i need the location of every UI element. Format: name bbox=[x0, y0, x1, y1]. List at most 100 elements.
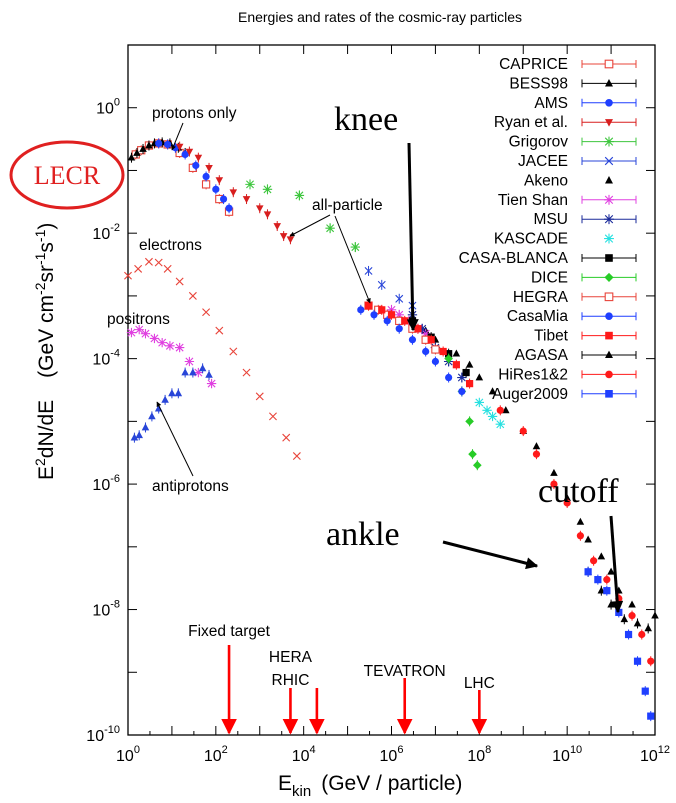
data-point bbox=[127, 153, 136, 161]
data-point bbox=[202, 172, 210, 181]
x-tick-base: 10 bbox=[116, 748, 134, 765]
data-point bbox=[638, 630, 646, 639]
x-tick-base: 10 bbox=[552, 748, 570, 765]
annotation-knee: knee bbox=[334, 101, 398, 138]
y-tick-exp: -8 bbox=[110, 599, 120, 611]
data-point bbox=[161, 395, 169, 403]
x-tick-base: 10 bbox=[292, 748, 310, 765]
data-point bbox=[194, 154, 203, 162]
x-tick-label: 106 bbox=[380, 744, 404, 765]
data-point bbox=[563, 499, 571, 507]
annotation-electrons: electrons bbox=[139, 237, 202, 254]
y-tick-base: 10 bbox=[92, 352, 110, 369]
data-point bbox=[193, 367, 204, 378]
x-tick-exp: 8 bbox=[485, 744, 491, 756]
x-axis-label-base: E bbox=[278, 772, 292, 795]
legend-marker bbox=[605, 99, 613, 107]
annotation-positrons: positrons bbox=[107, 311, 170, 328]
data-point bbox=[325, 223, 335, 233]
data-point bbox=[145, 141, 153, 149]
data-point bbox=[185, 148, 194, 156]
series-16 bbox=[496, 405, 655, 667]
legend-marker bbox=[605, 370, 613, 379]
legend-marker bbox=[605, 312, 613, 321]
data-point bbox=[532, 450, 541, 458]
data-point bbox=[184, 356, 195, 367]
accelerator-label: HERA bbox=[269, 649, 313, 666]
y-tick-exp: -2 bbox=[110, 222, 120, 234]
data-point bbox=[263, 211, 272, 219]
data-point bbox=[294, 190, 305, 201]
data-point bbox=[198, 364, 207, 372]
data-point bbox=[422, 347, 430, 356]
data-point bbox=[550, 480, 558, 488]
y-tick-label: 100 bbox=[96, 97, 120, 118]
data-point bbox=[519, 427, 527, 435]
data-point bbox=[201, 180, 211, 189]
data-point bbox=[401, 317, 409, 325]
data-point bbox=[377, 280, 386, 289]
data-point bbox=[189, 368, 197, 376]
data-point bbox=[465, 417, 474, 426]
data-point bbox=[205, 370, 213, 378]
all-particle-arrow-right bbox=[334, 215, 371, 304]
series-18 bbox=[124, 257, 301, 461]
series-13 bbox=[357, 304, 466, 397]
series-6 bbox=[408, 316, 659, 619]
data-point bbox=[647, 712, 655, 720]
protons-arrow bbox=[171, 122, 184, 151]
legend-marker bbox=[604, 233, 614, 244]
data-point bbox=[215, 177, 224, 185]
y-axis-label-sup: 2 bbox=[32, 458, 48, 466]
data-point bbox=[414, 325, 422, 333]
data-point bbox=[597, 552, 606, 560]
data-point bbox=[370, 311, 378, 319]
legend-label: JACEE bbox=[518, 153, 568, 170]
x-tick-label: 1010 bbox=[552, 744, 582, 765]
series-19 bbox=[126, 324, 217, 389]
data-point bbox=[417, 324, 427, 334]
data-point bbox=[488, 387, 497, 395]
y-axis-label-main: E bbox=[35, 466, 58, 480]
data-point bbox=[383, 317, 391, 325]
data-point bbox=[134, 264, 143, 273]
data-point bbox=[126, 327, 137, 338]
x-tick-exp: 0 bbox=[134, 744, 140, 756]
x-tick-label: 104 bbox=[292, 744, 316, 765]
data-point bbox=[394, 310, 404, 320]
data-point bbox=[532, 442, 541, 450]
y-tick-label: 10-10 bbox=[86, 724, 120, 745]
data-point bbox=[496, 406, 504, 414]
data-point bbox=[465, 379, 474, 388]
data-point bbox=[647, 657, 655, 665]
data-point bbox=[192, 161, 200, 170]
legend-label: BESS98 bbox=[509, 75, 568, 92]
data-point bbox=[641, 687, 649, 695]
data-point bbox=[242, 196, 251, 204]
y-tick-base: 10 bbox=[92, 603, 110, 620]
legend-label: DICE bbox=[531, 269, 568, 286]
legend-label: MSU bbox=[534, 211, 568, 228]
accelerator-label: TEVATRON bbox=[364, 663, 446, 680]
x-tick-exp: 10 bbox=[570, 744, 582, 756]
x-tick-exp: 12 bbox=[658, 744, 670, 756]
legend-label: HEGRA bbox=[513, 289, 569, 306]
data-point bbox=[164, 140, 172, 149]
data-point bbox=[268, 412, 277, 421]
data-point bbox=[286, 236, 295, 244]
data-point bbox=[408, 336, 417, 344]
data-point bbox=[452, 349, 461, 357]
legend-marker bbox=[604, 272, 614, 282]
data-point bbox=[427, 336, 435, 344]
x-tick-label: 102 bbox=[204, 744, 228, 765]
data-point bbox=[148, 412, 156, 420]
data-point bbox=[273, 223, 282, 231]
data-point bbox=[603, 587, 611, 595]
data-point bbox=[140, 328, 151, 339]
legend-marker bbox=[605, 176, 613, 184]
lecr-ellipse bbox=[9, 140, 125, 210]
x-tick-exp: 6 bbox=[397, 744, 403, 756]
data-point bbox=[139, 144, 147, 152]
y-axis-label-u3: -1 bbox=[32, 252, 48, 265]
